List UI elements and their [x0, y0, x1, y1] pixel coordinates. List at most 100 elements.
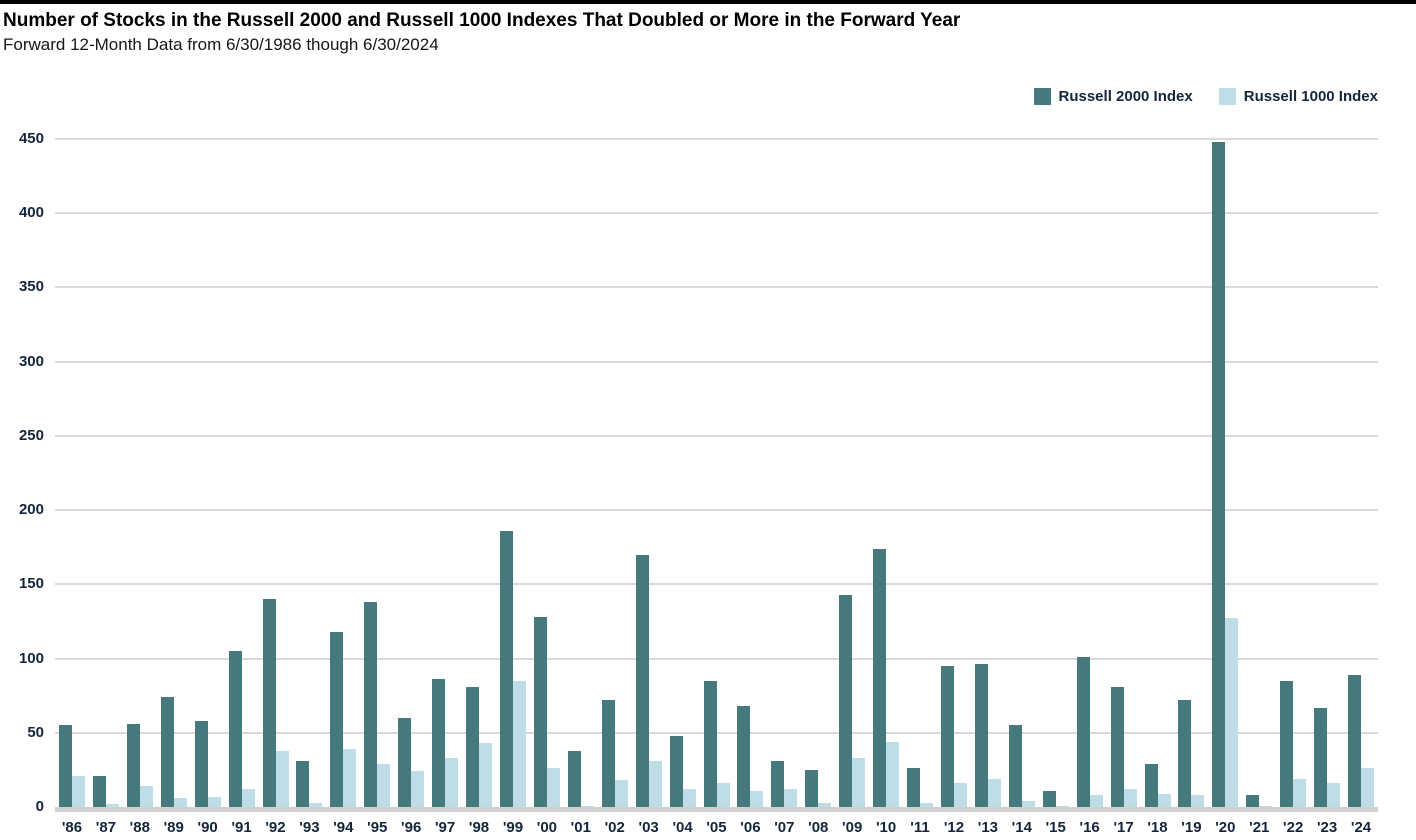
bar-russell-1000 — [173, 798, 187, 807]
y-axis-tick-label: 400 — [18, 204, 44, 222]
bar-russell-1000 — [309, 803, 323, 807]
bar-russell-1000 — [1055, 806, 1069, 807]
bar-russell-1000 — [716, 783, 730, 807]
bar-russell-2000 — [126, 724, 140, 807]
chart-subtitle: Forward 12-Month Data from 6/30/1986 tho… — [3, 35, 439, 54]
bar-russell-2000 — [58, 725, 72, 807]
x-tick-label: '09 — [842, 819, 863, 836]
bar-russell-2000 — [533, 617, 547, 807]
bar-russell-1000 — [1157, 794, 1171, 807]
legend: Russell 2000 Index Russell 1000 Index — [1033, 88, 1378, 105]
legend-item-russell-1000: Russell 1000 Index — [1218, 88, 1378, 105]
bar-russell-1000 — [784, 789, 798, 807]
bar-russell-1000 — [207, 797, 221, 807]
x-tick-label: '92 — [265, 819, 286, 836]
x-axis-baseline — [55, 807, 1378, 812]
bar-russell-2000 — [1110, 687, 1124, 807]
legend-item-russell-2000: Russell 2000 Index — [1033, 88, 1193, 105]
bar-russell-1000 — [546, 768, 560, 807]
bar-russell-2000 — [364, 602, 378, 807]
bar-russell-2000 — [907, 768, 921, 807]
x-tick-label: '04 — [672, 819, 693, 836]
bar-russell-2000 — [1178, 700, 1192, 807]
bar-russell-1000 — [1089, 795, 1103, 807]
bar-russell-1000 — [1259, 806, 1273, 807]
bar-russell-2000 — [330, 632, 344, 807]
y-axis-tick-label: 150 — [18, 575, 44, 593]
top-border — [0, 0, 1416, 4]
bar-russell-1000 — [648, 761, 662, 807]
y-axis-tick-label: 200 — [18, 501, 44, 519]
bar-russell-2000 — [92, 776, 106, 807]
bar-russell-1000 — [343, 749, 357, 807]
bar-russell-2000 — [499, 531, 513, 807]
x-tick-label: '06 — [740, 819, 761, 836]
x-tick-label: '91 — [231, 819, 252, 836]
x-tick-label: '96 — [401, 819, 422, 836]
y-axis-tick-label: 0 — [35, 798, 44, 815]
bar-russell-2000 — [228, 651, 242, 807]
y-axis-tick-label: 100 — [18, 649, 44, 667]
x-tick-label: '86 — [61, 819, 83, 836]
gridline — [55, 360, 1378, 363]
legend-label: Russell 1000 Index — [1243, 88, 1378, 105]
bar-russell-2000 — [398, 718, 412, 807]
gridline — [55, 286, 1378, 289]
bar-russell-2000 — [839, 595, 853, 807]
bar-russell-1000 — [1361, 768, 1375, 807]
bar-russell-2000 — [194, 721, 208, 807]
x-tick-label: '17 — [1113, 819, 1134, 836]
bar-russell-2000 — [771, 761, 785, 807]
x-tick-label: '90 — [197, 819, 218, 836]
y-axis-tick-label: 300 — [18, 352, 44, 370]
bar-russell-1000 — [445, 758, 459, 807]
gridline — [55, 212, 1378, 215]
bar-russell-2000 — [940, 666, 954, 807]
bar-russell-1000 — [750, 791, 764, 807]
x-tick-label: '16 — [1079, 819, 1100, 836]
legend-swatch-russell-2000 — [1033, 88, 1051, 105]
bar-russell-2000 — [296, 761, 310, 807]
bar-russell-1000 — [987, 779, 1001, 807]
bar-russell-1000 — [1021, 801, 1035, 807]
gridline — [55, 583, 1378, 586]
bar-russell-1000 — [105, 804, 119, 807]
bar-russell-2000 — [1042, 791, 1056, 807]
bar-russell-2000 — [567, 751, 581, 807]
bar-russell-1000 — [852, 758, 866, 807]
bar-russell-1000 — [411, 771, 425, 807]
x-tick-label: '95 — [367, 819, 388, 836]
bar-russell-1000 — [818, 803, 832, 807]
bar-russell-1000 — [512, 681, 526, 807]
bar-russell-2000 — [703, 681, 717, 807]
bar-russell-2000 — [1008, 725, 1022, 807]
x-tick-label: '07 — [774, 819, 795, 836]
bar-russell-1000 — [479, 743, 493, 807]
gridline — [55, 509, 1378, 512]
bar-russell-2000 — [1212, 142, 1226, 807]
bar-russell-2000 — [466, 687, 480, 807]
bar-russell-1000 — [614, 780, 628, 807]
bar-russell-1000 — [71, 776, 85, 807]
bar-russell-2000 — [805, 770, 819, 807]
bar-russell-2000 — [737, 706, 751, 807]
x-tick-label: '08 — [808, 819, 829, 836]
gridline — [55, 657, 1378, 660]
gridline — [55, 434, 1378, 437]
bar-russell-1000 — [1225, 618, 1239, 807]
y-axis-tick-label: 450 — [18, 130, 44, 147]
bar-russell-1000 — [1327, 783, 1341, 807]
chart-title: Number of Stocks in the Russell 2000 and… — [3, 10, 961, 31]
x-tick-label: '97 — [434, 819, 456, 836]
x-tick-label: '23 — [1316, 819, 1338, 836]
x-tick-label: '20 — [1215, 819, 1236, 836]
x-tick-label: '19 — [1181, 819, 1202, 836]
bar-russell-2000 — [160, 697, 174, 807]
bar-russell-1000 — [377, 764, 391, 807]
x-tick-label: '15 — [1045, 819, 1066, 836]
x-tick-label: '13 — [977, 819, 999, 836]
bar-russell-1000 — [1191, 795, 1205, 807]
bar-russell-2000 — [1076, 657, 1090, 807]
bar-russell-2000 — [635, 555, 649, 807]
